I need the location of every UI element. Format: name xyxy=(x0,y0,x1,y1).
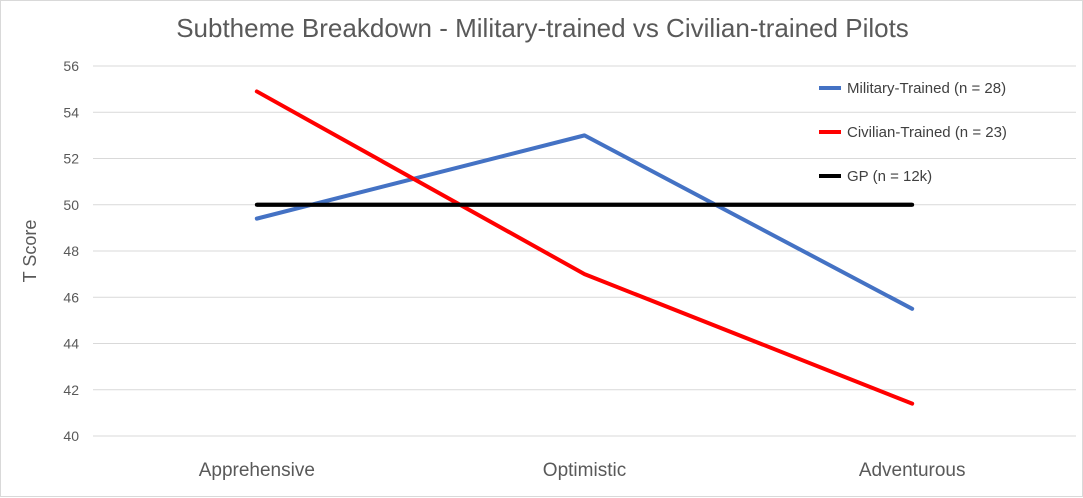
x-tick-label: Apprehensive xyxy=(199,460,315,481)
y-tick-label: 44 xyxy=(63,336,79,352)
series-line xyxy=(254,89,915,406)
y-tick-label: 48 xyxy=(63,243,79,259)
y-tick-label: 42 xyxy=(63,382,79,398)
chart-title: Subtheme Breakdown - Military-trained vs… xyxy=(176,13,909,43)
series-line xyxy=(254,133,915,311)
y-tick-label: 40 xyxy=(63,428,79,444)
y-axis-label: T Score xyxy=(20,220,40,283)
y-tick-label: 54 xyxy=(63,104,79,120)
x-tick-label: Optimistic xyxy=(543,460,626,481)
y-tick-label: 50 xyxy=(63,197,79,213)
legend-label: GP (n = 12k) xyxy=(847,168,932,185)
legend-label: Civilian-Trained (n = 23) xyxy=(847,124,1007,141)
y-tick-label: 56 xyxy=(63,58,79,74)
y-tick-label: 52 xyxy=(63,151,79,167)
x-tick-label: Adventurous xyxy=(859,460,966,481)
legend-label: Military-Trained (n = 28) xyxy=(847,80,1006,97)
y-tick-label: 46 xyxy=(63,289,79,305)
